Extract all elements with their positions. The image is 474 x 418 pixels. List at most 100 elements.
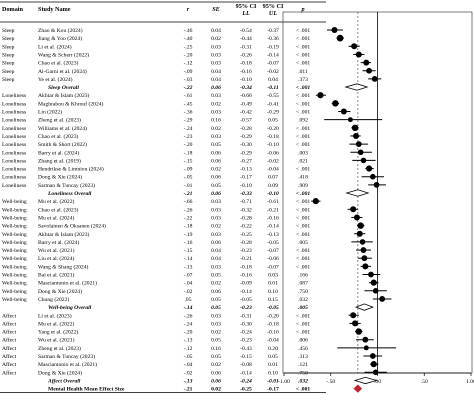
row-ll: -0.23 bbox=[240, 248, 252, 254]
row-r: -.61 bbox=[184, 93, 193, 99]
effect-point bbox=[352, 132, 360, 139]
row-ul: -0.10 bbox=[267, 142, 279, 148]
row-ul: -0.19 bbox=[267, 44, 279, 50]
row-r: -.05 bbox=[184, 354, 193, 360]
effect-point bbox=[365, 165, 373, 172]
row-ll: -0.26 bbox=[240, 52, 252, 58]
row-p: < .001 bbox=[296, 207, 311, 213]
row-r: -.13 bbox=[184, 378, 193, 384]
row-domain: Affect bbox=[2, 320, 17, 327]
row-r: -.20 bbox=[184, 330, 193, 336]
row-ul: -0.04 bbox=[267, 167, 279, 173]
row-se: 0.03 bbox=[211, 44, 221, 50]
row-ul: -0.29 bbox=[267, 110, 279, 116]
effect-point bbox=[379, 296, 386, 302]
row-domain: Sleep bbox=[2, 28, 15, 34]
row-study-name: Bai et al. (2021) bbox=[38, 272, 74, 279]
row-study-name: Lin (2022) bbox=[38, 109, 62, 116]
row-domain: Well-being bbox=[2, 264, 27, 270]
row-domain: Affect bbox=[2, 369, 17, 376]
row-ul: 0.10 bbox=[268, 289, 278, 295]
effect-point bbox=[372, 288, 379, 294]
row-ul: 0.01 bbox=[268, 362, 278, 368]
effect-point bbox=[351, 43, 358, 50]
row-p: < .001 bbox=[296, 387, 311, 393]
row-r: -.09 bbox=[184, 167, 193, 173]
row-se: 0.06 bbox=[211, 370, 221, 376]
header-domain: Domain bbox=[2, 6, 24, 13]
row-study-name: Wu et al. (2021) bbox=[38, 247, 75, 254]
row-p: < .001 bbox=[296, 101, 311, 107]
row-ul: -0.07 bbox=[267, 61, 279, 67]
effect-point bbox=[362, 263, 369, 270]
row-study-name: Dong & Xie (2024) bbox=[38, 288, 82, 295]
row-ul: 0.05 bbox=[268, 118, 278, 124]
row-study-name: Wang & Scherr (2022) bbox=[38, 51, 89, 58]
row-study-name: Wu et al. (2021) bbox=[38, 337, 75, 344]
row-study-name: Akhtar & Islam (2023) bbox=[38, 231, 90, 238]
x-axis-tick-label: .00 bbox=[374, 379, 381, 385]
row-study-name: Zhao & Kou (2024) bbox=[38, 27, 83, 34]
row-p: < .001 bbox=[296, 167, 311, 173]
row-r: -.01 bbox=[184, 183, 193, 189]
row-domain: Well-being bbox=[2, 215, 27, 221]
effect-point bbox=[363, 345, 369, 351]
effect-point bbox=[372, 369, 379, 376]
row-ul: -0.01 bbox=[267, 378, 279, 384]
row-p: < .001 bbox=[296, 256, 311, 262]
row-study-name: Maghrabou & Khrouf (2024) bbox=[38, 100, 104, 107]
row-domain: Loneliness bbox=[2, 126, 26, 132]
row-ll: -0.25 bbox=[240, 387, 252, 393]
row-ul: -0.37 bbox=[267, 28, 279, 34]
effect-point bbox=[361, 255, 368, 262]
effect-point bbox=[363, 59, 370, 66]
row-ul: -0.07 bbox=[267, 264, 279, 270]
row-se: 0.05 bbox=[211, 142, 221, 148]
row-ul: -0.18 bbox=[267, 321, 279, 327]
row-ll: -0.28 bbox=[240, 126, 252, 132]
row-ul: -0.41 bbox=[267, 101, 279, 107]
row-ll: -0.16 bbox=[240, 273, 252, 279]
row-r: .05 bbox=[185, 297, 192, 303]
row-domain: Loneliness bbox=[2, 93, 26, 99]
row-p: .166 bbox=[298, 273, 308, 279]
row-r: -.16 bbox=[184, 240, 193, 246]
row-se: 0.03 bbox=[211, 207, 221, 213]
row-ul: 0.04 bbox=[268, 77, 278, 83]
row-study-name: Akhtar & Islam (2023) bbox=[38, 92, 90, 99]
row-r: -.20 bbox=[184, 142, 193, 148]
row-se: 0.03 bbox=[211, 232, 221, 238]
row-study-name: Dong & Xie (2024) bbox=[38, 369, 82, 376]
row-ll: -0.09 bbox=[240, 281, 252, 287]
row-study-name: Wang & Shang (2024) bbox=[38, 263, 88, 270]
row-r: -.02 bbox=[184, 370, 193, 376]
row-ll: -0.16 bbox=[240, 69, 252, 75]
row-se: 0.05 bbox=[211, 273, 221, 279]
effect-point bbox=[357, 222, 364, 229]
row-ll: -0.28 bbox=[240, 240, 252, 246]
row-r: -.24 bbox=[184, 126, 193, 132]
effect-point bbox=[359, 239, 366, 245]
row-study-name: Chao et al. (2023) bbox=[38, 206, 79, 213]
row-se: 0.06 bbox=[211, 289, 221, 295]
row-se: 0.05 bbox=[211, 297, 221, 303]
effect-point bbox=[356, 230, 363, 237]
row-study-name: Barry et al. (2024) bbox=[38, 239, 79, 246]
x-axis-tick-label: .50 bbox=[421, 379, 428, 385]
row-se: 0.05 bbox=[211, 305, 221, 311]
row-ul: -0.55 bbox=[267, 93, 279, 99]
row-ul: -0.02 bbox=[267, 69, 279, 75]
row-se: 0.03 bbox=[211, 321, 221, 327]
row-ul: 0.01 bbox=[268, 281, 278, 287]
header-p: p bbox=[300, 6, 304, 13]
effect-point bbox=[355, 328, 363, 335]
row-domain: Sleep bbox=[2, 52, 15, 58]
row-domain: Affect bbox=[2, 312, 17, 319]
row-p: .456 bbox=[298, 346, 308, 352]
row-se: 0.06 bbox=[211, 85, 221, 91]
row-r: -.04 bbox=[184, 362, 193, 368]
row-ul: -0.05 bbox=[267, 240, 279, 246]
row-ll: -0.31 bbox=[240, 44, 252, 50]
row-domain: Loneliness bbox=[2, 110, 26, 116]
row-se: 0.03 bbox=[211, 134, 221, 140]
